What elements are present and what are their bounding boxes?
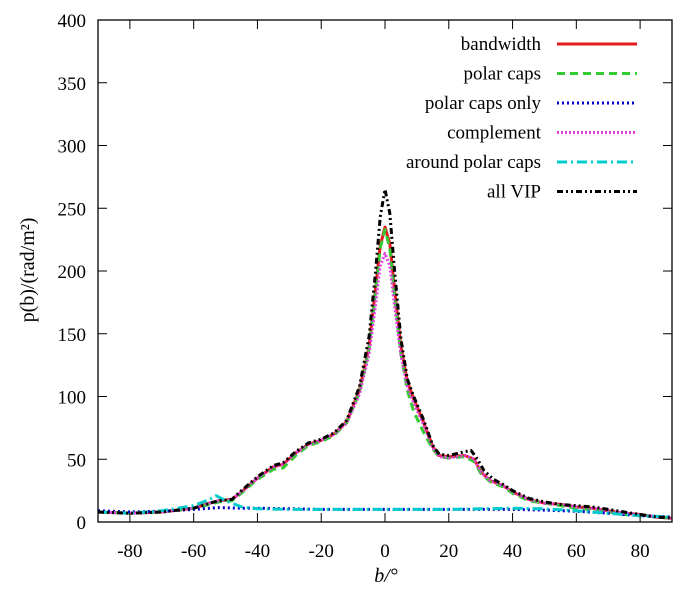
y-axis-label: p(b)/(rad/m²) <box>17 218 39 323</box>
x-tick-label: -40 <box>245 541 270 562</box>
y-tick-label: 0 <box>77 513 87 534</box>
y-tick-label: 350 <box>58 74 87 95</box>
y-tick-label: 50 <box>67 450 86 471</box>
legend-label-polar-caps-only: polar caps only <box>425 93 542 114</box>
y-tick-label: 150 <box>58 325 87 346</box>
x-tick-label: 20 <box>439 541 458 562</box>
x-tick-label: -80 <box>117 541 142 562</box>
plot-lines <box>97 187 673 520</box>
x-tick-label: 80 <box>631 541 650 562</box>
x-tick-label: 40 <box>503 541 522 562</box>
legend-label-bandwidth: bandwidth <box>461 34 542 55</box>
series-line-polar-caps-only <box>97 506 673 519</box>
axis-tick-labels: -80 -60 -40 -20 0 20 40 60 80 0 50 100 150 200 250 300 3… <box>58 11 650 562</box>
x-tick-label: -60 <box>181 541 206 562</box>
series-line-all-vip <box>97 187 673 520</box>
axis-ticks <box>98 19 672 523</box>
series-line-complement <box>97 251 673 520</box>
x-tick-label: 60 <box>567 541 586 562</box>
x-tick-label: 0 <box>380 541 390 562</box>
y-tick-label: 200 <box>58 262 87 283</box>
legend-label-all-vip: all VIP <box>487 182 541 203</box>
x-axis-label: b/° <box>374 565 398 587</box>
legend-label-around-polar-caps: around polar caps <box>406 152 541 173</box>
y-tick-label: 100 <box>58 388 87 409</box>
legend-label-polar-caps: polar caps <box>463 64 541 85</box>
series-line-bandwidth <box>97 225 673 520</box>
plot-frame <box>97 19 673 523</box>
legend: bandwidth polar caps polar caps only comple… <box>406 34 637 203</box>
x-tick-label: -20 <box>309 541 334 562</box>
y-tick-label: 250 <box>58 199 87 220</box>
series-line-polar-caps <box>97 228 673 520</box>
legend-label-complement: complement <box>447 123 542 144</box>
series-line-around-polar-caps <box>97 494 673 519</box>
y-tick-label: 300 <box>58 137 87 158</box>
y-tick-label: 400 <box>58 11 87 32</box>
